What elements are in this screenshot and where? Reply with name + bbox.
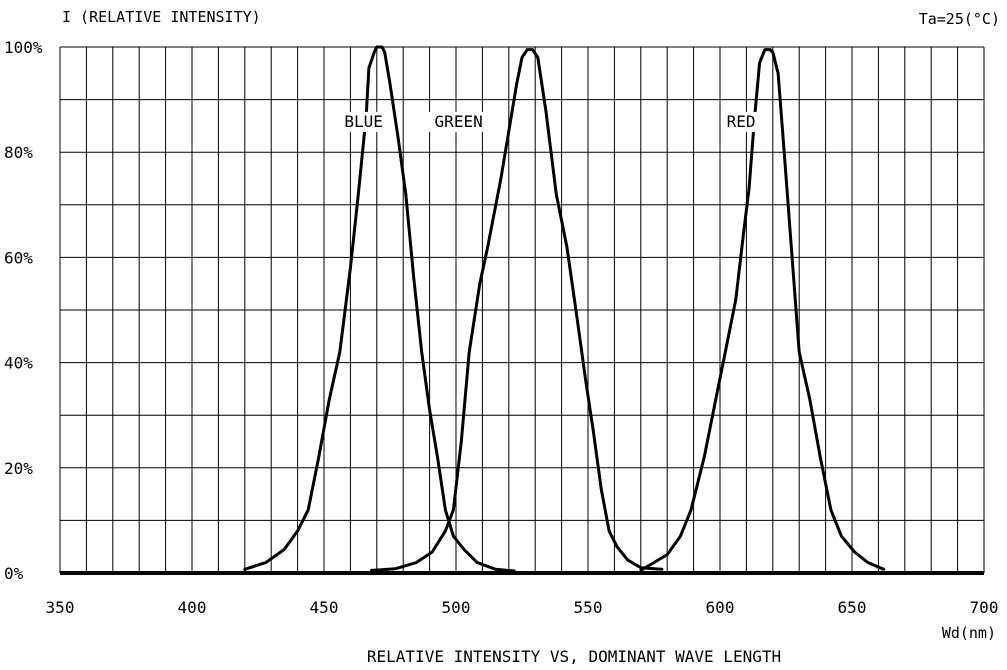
series-label-green: GREEN bbox=[435, 112, 483, 131]
chart-title: RELATIVE INTENSITY VS, DOMINANT WAVE LEN… bbox=[367, 647, 781, 666]
y-tick-label: 40% bbox=[4, 354, 33, 373]
series-label-bg-blue bbox=[338, 111, 389, 132]
x-axis-unit-label: Wd(nm) bbox=[942, 624, 996, 642]
y-tick-label: 80% bbox=[4, 143, 33, 162]
y-tick-label: 60% bbox=[4, 248, 33, 267]
series-line-red bbox=[639, 48, 886, 572]
x-tick-label: 500 bbox=[442, 598, 471, 617]
y-tick-label: 100% bbox=[4, 38, 43, 57]
y-axis-title: I (RELATIVE INTENSITY) bbox=[62, 8, 261, 26]
condition-label: Ta=25(°C) bbox=[919, 10, 1000, 28]
x-tick-label: 350 bbox=[46, 598, 75, 617]
y-tick-label: 0% bbox=[4, 564, 24, 583]
x-tick-label: 700 bbox=[970, 598, 999, 617]
x-tick-label: 550 bbox=[574, 598, 603, 617]
grid bbox=[59, 46, 985, 575]
y-tick-label: 20% bbox=[4, 459, 33, 478]
x-tick-label: 650 bbox=[838, 598, 867, 617]
series-label-red: RED bbox=[727, 112, 756, 131]
series-label-blue: BLUE bbox=[344, 112, 383, 131]
labels-layer: 0% 20% 40% 60% 80% 100% 350 400 450 500 550 600 650 7… bbox=[4, 38, 998, 617]
x-tick-label: 600 bbox=[706, 598, 735, 617]
series-line-blue bbox=[243, 45, 516, 573]
x-tick-label: 400 bbox=[178, 598, 207, 617]
series-layer bbox=[243, 45, 886, 573]
series-label-bg-red bbox=[721, 111, 761, 132]
x-tick-label: 450 bbox=[310, 598, 339, 617]
series-line-green bbox=[370, 48, 664, 572]
series-label-bg-green bbox=[428, 111, 489, 132]
